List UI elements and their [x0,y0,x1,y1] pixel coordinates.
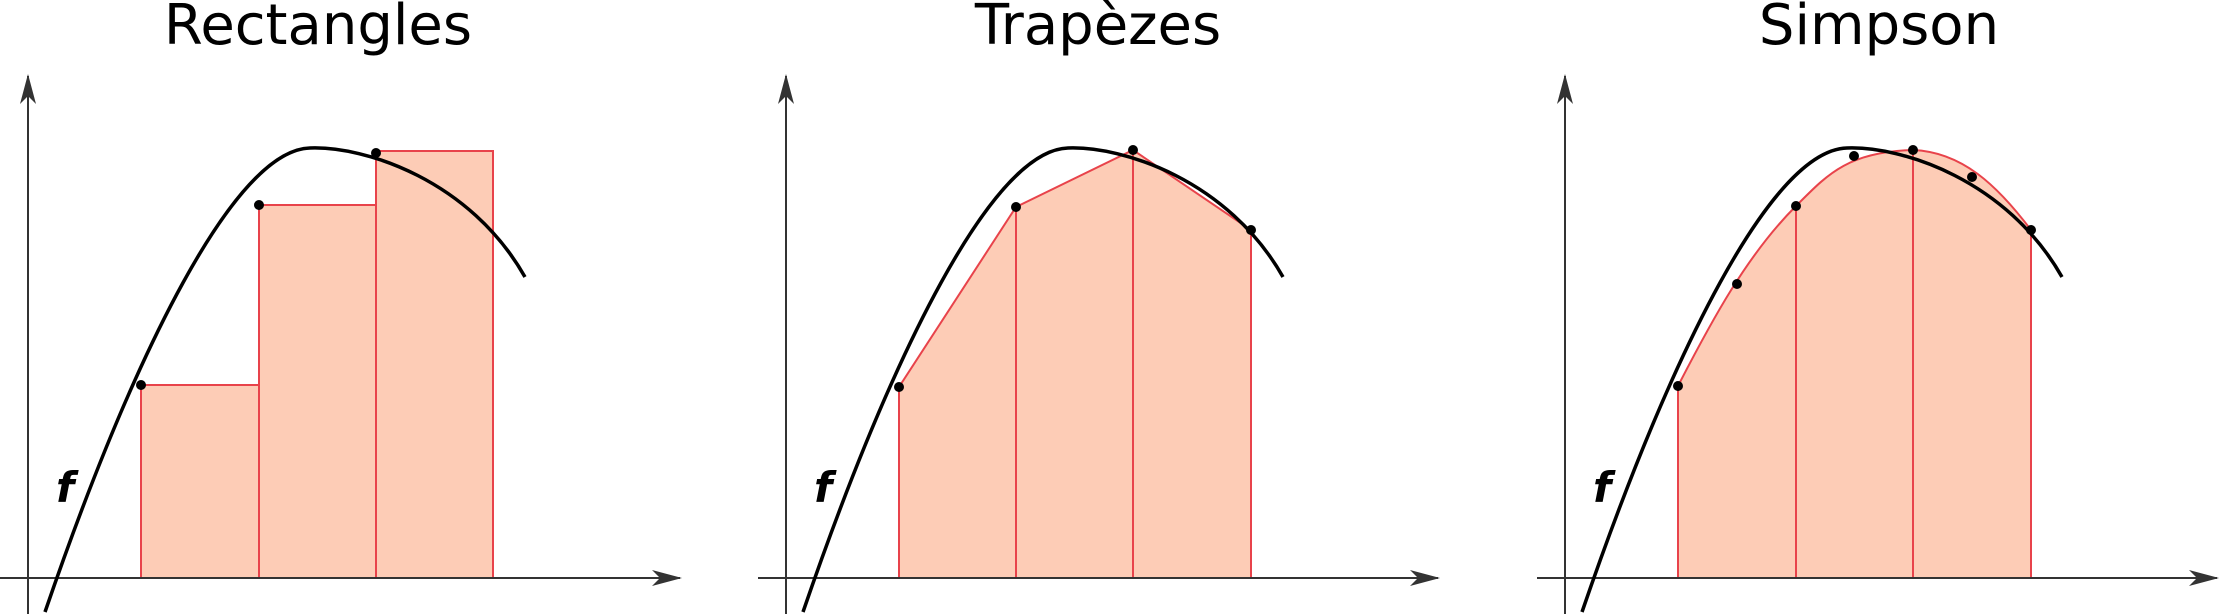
sample-points [136,148,381,390]
trapezoid-2 [1015,148,1134,579]
panel-trapezes: Trapèzes f [758,0,1440,614]
panel-title: Rectangles [164,0,472,58]
rectangle-2 [258,204,377,579]
simpson-strip-1 [1677,203,1797,579]
function-label: f [814,463,837,512]
panel-rectangles: Rectangles f [0,0,682,614]
function-curve [801,146,1285,613]
sample-point [1011,202,1021,212]
function-label: f [56,463,79,512]
function-curve [1580,146,2064,613]
rectangle-3 [375,150,494,579]
panel-title: Trapèzes [974,0,1221,58]
sample-point [136,380,146,390]
sample-point [371,148,381,158]
panel-simpson: Simpson f [1537,0,2219,614]
shaded-areas [898,148,1252,579]
function-label: f [1593,463,1616,512]
sample-point [1732,279,1742,289]
function-curve [43,146,527,613]
rectangle-1 [140,384,260,579]
sample-point [2026,225,2036,235]
trapezoid-1 [898,203,1017,579]
sample-point [1673,381,1683,391]
shaded-areas [1677,148,2032,579]
sample-points [1673,145,2036,391]
sample-point [1908,145,1918,155]
sample-points [894,145,1256,392]
shaded-areas [140,150,494,579]
simpson-strip-2 [1795,148,1914,579]
panel-title: Simpson [1759,0,1999,58]
sample-point [1246,225,1256,235]
sample-point [1967,172,1977,182]
sample-point [1791,201,1801,211]
sample-point [1849,151,1859,161]
sample-point [1128,145,1138,155]
sample-point [894,382,904,392]
sample-point [254,200,264,210]
